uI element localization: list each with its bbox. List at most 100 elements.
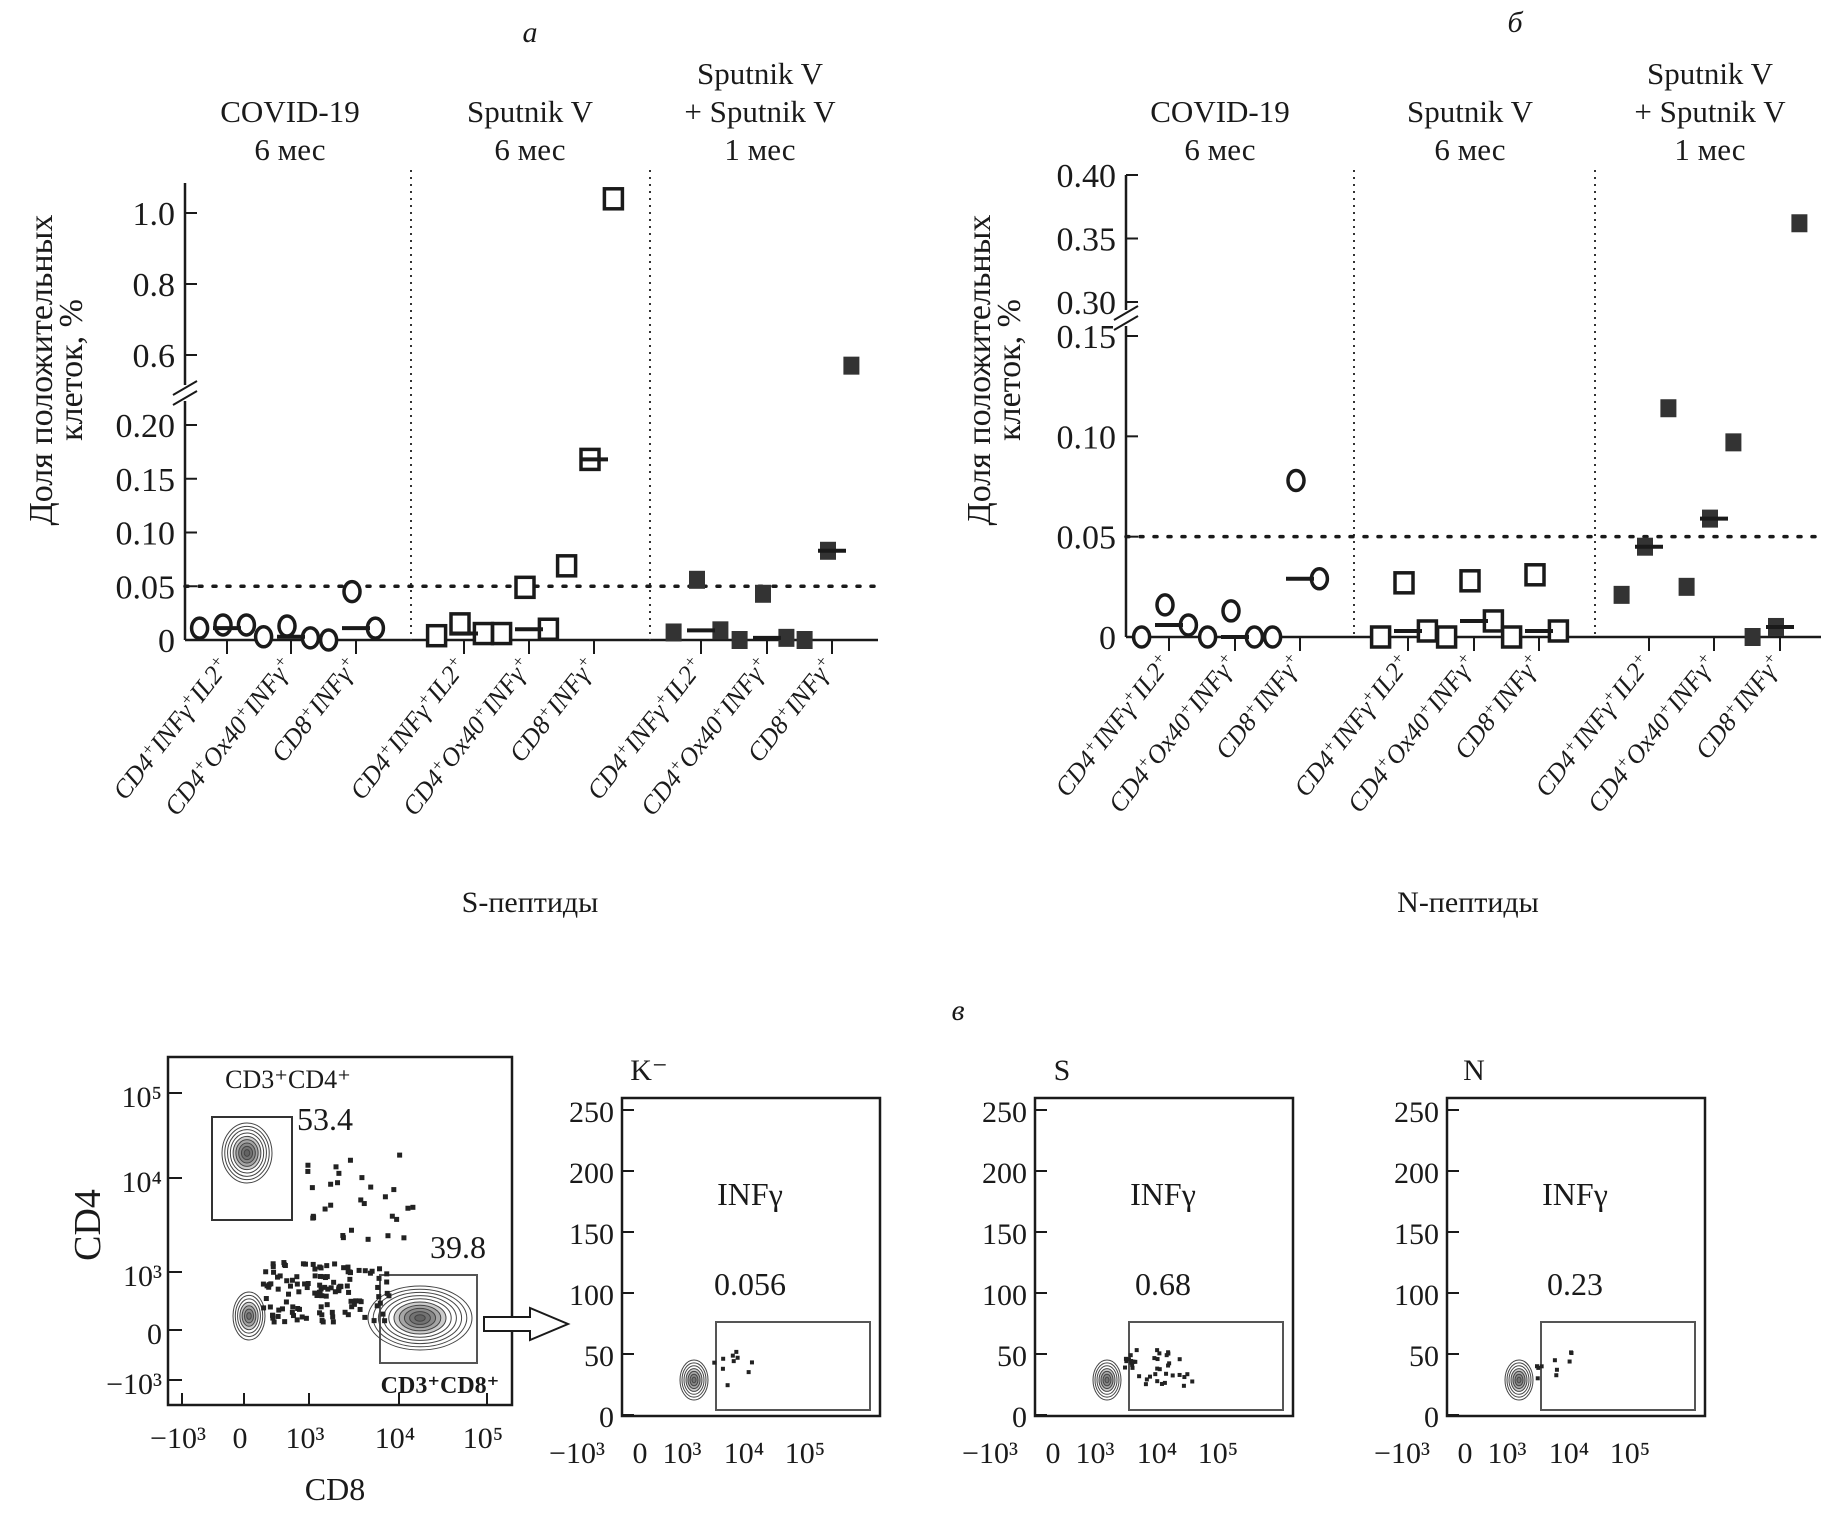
event-dot [384,1271,390,1277]
event-dot [316,1289,322,1295]
event-dot [362,1268,368,1274]
event-dot [319,1293,325,1299]
data-point [689,570,705,589]
event-dot [1164,1353,1169,1358]
y-tick-label: 0.6 [133,338,176,375]
event-dot [382,1194,388,1200]
data-point [277,614,297,638]
event-dot [1552,1358,1557,1363]
event-dot [385,1233,391,1239]
event-dot [336,1170,342,1176]
event-dot [361,1201,367,1207]
event-dot [294,1317,300,1323]
flow-panel-frame [620,1096,882,1418]
event-dot [1166,1363,1171,1368]
event-dot [333,1164,339,1170]
flow-x-tick-label: 10⁴ [724,1437,764,1470]
event-dot [270,1315,276,1321]
infg-gate-label: INFγ [1130,1176,1196,1212]
population-contour [414,1314,426,1322]
event-dot [376,1294,382,1300]
category-label: CD4+INFγ+IL2+ [1048,648,1178,802]
population-contour [235,1139,259,1167]
gating-x-tick-label: 10³ [286,1422,325,1455]
event-dot [324,1263,330,1269]
category-label: CD4+INFγ+IL2+ [1287,648,1417,802]
event-dot [342,1309,348,1315]
flow-y-tick-label: 200 [982,1157,1027,1190]
category-label: CD4+INFγ+IL2+ [1528,648,1658,802]
event-dot [377,1266,383,1272]
event-dot [305,1168,311,1174]
gating-ylabel: CD4 [67,1189,109,1261]
event-dot [323,1293,329,1299]
data-point [1221,599,1241,623]
population-contour [1506,1362,1532,1398]
flow-y-tick-label: 200 [1394,1157,1439,1190]
event-dot [346,1289,352,1295]
y-tick-label: 0.05 [116,569,176,606]
gating-x-tick-label: 10⁴ [375,1422,415,1455]
event-dot [261,1305,267,1311]
y-tick-label: 0.10 [116,516,176,553]
event-dot [1159,1381,1164,1386]
population-contour [409,1311,431,1325]
event-dot [1155,1357,1160,1362]
event-dot [1130,1365,1135,1370]
event-dot [336,1288,342,1294]
event-dot [317,1273,323,1279]
data-point [1286,468,1306,493]
event-dot [318,1286,324,1292]
gating-x-tick-label: 0 [233,1422,248,1455]
population-contour [1094,1362,1120,1398]
event-dot [376,1275,382,1281]
data-point [602,187,625,211]
population-contour [1096,1365,1118,1395]
event-dot [312,1290,318,1296]
infg-gate [1540,1321,1696,1411]
event-dot [394,1216,400,1222]
event-dot [1126,1357,1131,1362]
event-dot [281,1260,287,1266]
event-dot [1554,1367,1559,1372]
event-dot [312,1266,318,1272]
event-dot [1123,1356,1128,1361]
data-point [1725,433,1742,452]
gating-y-tick-label: 10³ [123,1260,162,1293]
event-dot [1167,1361,1172,1366]
event-dot [397,1152,403,1158]
population-contour [393,1301,447,1335]
flow-x-tick-label: 10⁵ [1198,1437,1238,1470]
y-tick-label: 0.15 [1057,319,1117,356]
flow-y-tick-label: 50 [584,1340,614,1373]
panel-a-label: а [523,16,538,49]
event-dot [1128,1353,1133,1358]
flow-x-tick-label: −10³ [549,1437,605,1470]
event-dot [276,1307,282,1313]
event-dot [277,1273,283,1279]
panel-b-label: б [1507,6,1523,39]
flow-x-tick-label: 0 [1458,1437,1473,1470]
event-dot [731,1359,736,1364]
infg-gate-value: 0.23 [1547,1266,1603,1302]
population-contour [679,1359,709,1401]
gate-cd8-value: 39.8 [430,1229,486,1265]
event-dot [309,1185,315,1191]
gating-plot: 10⁵ 10⁴ 10³ 0 −10³ −10³ 0 10³ 10⁴ 10⁵ CD8 CD4 CD3⁺CD… [67,1055,571,1507]
population-contour [1508,1365,1530,1395]
event-dot [730,1353,735,1358]
infg-gate-label: INFγ [1542,1176,1608,1212]
data-point [1613,585,1630,604]
population-contour [237,1298,261,1334]
event-dot [340,1233,346,1239]
event-dot [302,1261,308,1267]
flow-panel-title: K⁻ [630,1054,668,1087]
event-dot [310,1213,316,1219]
flow-x-tick-label: −10³ [962,1437,1018,1470]
population-contour [227,1129,267,1177]
data-point [778,628,795,647]
event-dot [284,1278,290,1284]
